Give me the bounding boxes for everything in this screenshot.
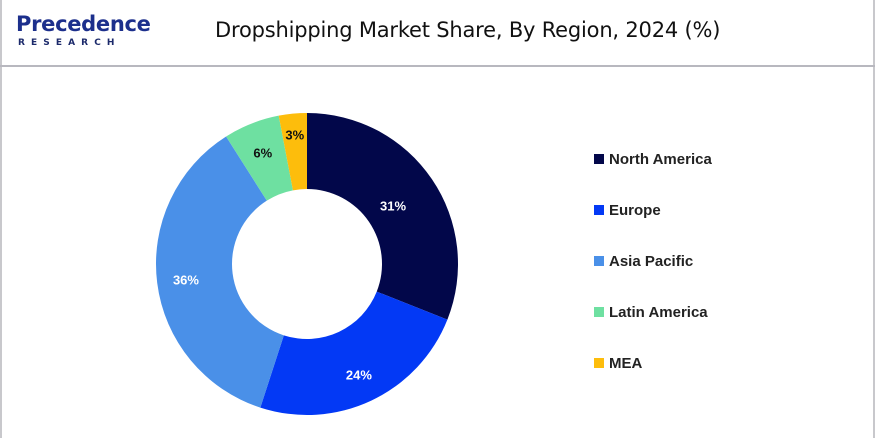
precedence-research-logo: Precedence RESEARCH	[16, 12, 151, 50]
legend-label: Europe	[609, 201, 661, 219]
donut-slice-north-america	[307, 113, 458, 320]
legend-swatch-icon	[594, 307, 604, 317]
donut-slice-asia-pacific	[155, 136, 284, 408]
chart-title: Dropshipping Market Share, By Region, 20…	[215, 18, 721, 42]
legend-swatch-icon	[594, 154, 604, 164]
slice-label-europe: 24%	[346, 367, 372, 382]
legend-item-europe: Europe	[594, 200, 661, 220]
logo-wordmark: Precedence	[16, 12, 151, 36]
legend-item-mea: MEA	[594, 353, 642, 373]
slice-label-latin-america: 6%	[253, 145, 272, 160]
legend-swatch-icon	[594, 358, 604, 368]
slice-label-north-america: 31%	[380, 199, 406, 214]
legend-label: North America	[609, 150, 712, 168]
legend-item-north-america: North America	[594, 149, 712, 169]
donut-slice-mea	[278, 113, 307, 191]
legend-label: MEA	[609, 354, 643, 372]
slice-label-mea: 3%	[285, 128, 304, 143]
header-divider	[0, 65, 875, 67]
legend-item-asia-pacific: Asia Pacific	[594, 251, 693, 271]
legend-swatch-icon	[594, 205, 604, 215]
legend-item-latin-america: Latin America	[594, 302, 708, 322]
legend-label: Asia Pacific	[609, 252, 694, 270]
frame-border-left	[0, 0, 2, 438]
frame-border-right	[873, 0, 875, 438]
donut-slice-europe	[260, 291, 448, 415]
slice-label-asia-pacific: 36%	[173, 272, 199, 287]
legend-label: Latin America	[609, 303, 708, 321]
donut-slice-latin-america	[226, 115, 293, 201]
legend-swatch-icon	[594, 256, 604, 266]
logo-subtitle: RESEARCH	[18, 38, 121, 48]
